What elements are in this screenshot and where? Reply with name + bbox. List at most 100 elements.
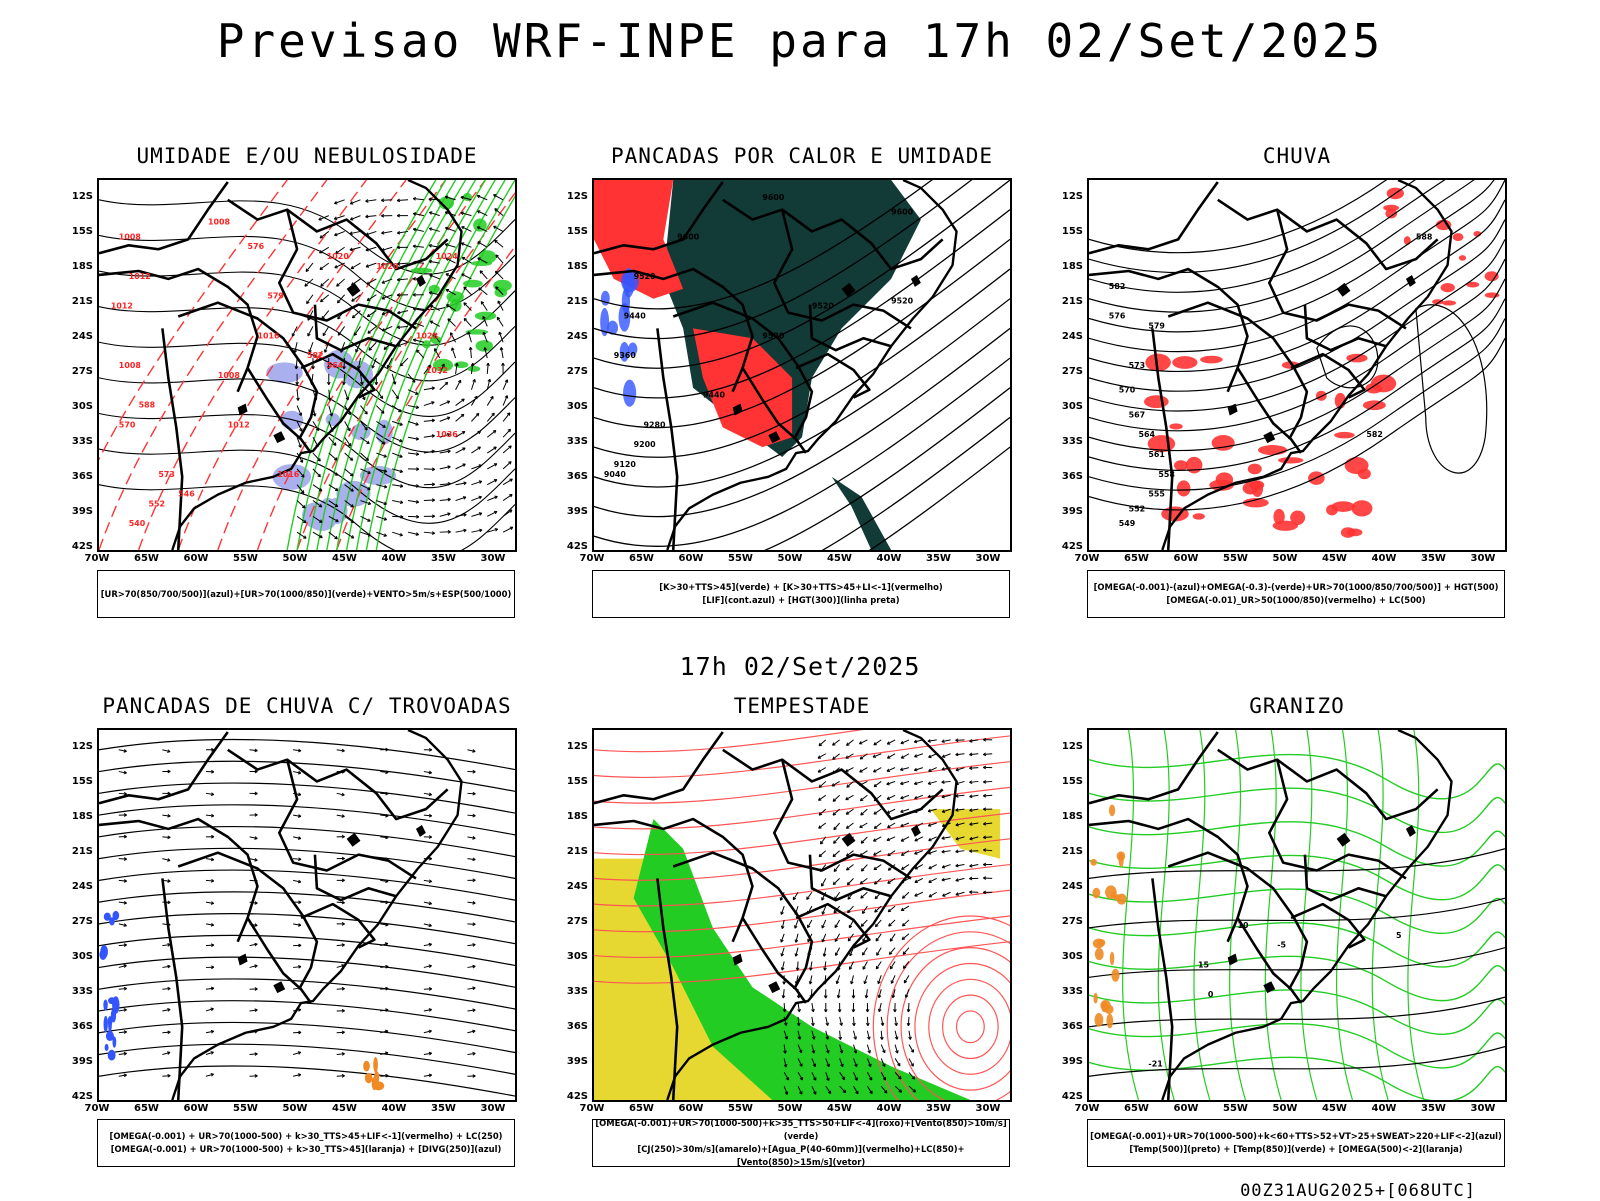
lon-tick-label: 45W bbox=[330, 553, 360, 564]
contour-label: 9120 bbox=[614, 460, 637, 469]
lat-tick-label: 36S bbox=[63, 471, 93, 482]
streamline bbox=[99, 892, 515, 922]
lif-contour bbox=[622, 288, 630, 314]
wind-vector bbox=[503, 413, 510, 422]
divergence-area bbox=[104, 1016, 108, 1033]
lat-tick-label: 33S bbox=[63, 986, 93, 997]
lon-tick-label: 35W bbox=[429, 553, 459, 564]
contour-label: 582 bbox=[1109, 282, 1126, 291]
panel-title: CHUVA bbox=[1027, 144, 1567, 168]
lon-tick-label: 70W bbox=[82, 1103, 112, 1114]
panel-title: PANCADAS DE CHUVA C/ TROVOADAS bbox=[37, 694, 577, 718]
temp-850-line bbox=[1301, 730, 1317, 1100]
rain-area bbox=[1278, 457, 1304, 463]
humidity-low-area bbox=[422, 340, 431, 348]
country-border bbox=[810, 855, 891, 901]
lon-tick-label: 45W bbox=[1320, 553, 1350, 564]
rain-area bbox=[1200, 356, 1223, 364]
humidity-low-area bbox=[468, 366, 481, 372]
lat-tick-label: 39S bbox=[63, 1056, 93, 1067]
omega-area bbox=[1113, 894, 1120, 900]
wind-vector bbox=[323, 326, 329, 335]
lon-tick-label: 35W bbox=[1419, 553, 1449, 564]
lon-tick-label: 60W bbox=[1171, 553, 1201, 564]
lon-tick-label: 65W bbox=[132, 1103, 162, 1114]
lat-tick-label: 18S bbox=[1053, 261, 1083, 272]
wind-vector bbox=[478, 242, 487, 247]
streamline bbox=[99, 1066, 515, 1096]
wind-vector bbox=[847, 878, 853, 884]
contour-label: 1032 bbox=[426, 366, 448, 375]
contour-label: 552 bbox=[1129, 504, 1146, 513]
rain-area bbox=[1404, 236, 1411, 245]
contour-label: 1020 bbox=[376, 262, 399, 271]
rain-area bbox=[1258, 445, 1287, 455]
rain-area bbox=[1371, 375, 1396, 393]
lat-tick-label: 24S bbox=[1053, 881, 1083, 892]
wind-vector bbox=[496, 255, 503, 263]
wind-vector bbox=[503, 429, 510, 437]
streamline bbox=[99, 870, 515, 900]
rain-area bbox=[1334, 432, 1355, 438]
rain-area bbox=[1144, 395, 1169, 408]
divergence-area bbox=[111, 1008, 116, 1022]
lon-tick-label: 45W bbox=[1320, 1103, 1350, 1114]
legend-line: [LIF](cont.azul) + [HGT(300)](linha pret… bbox=[593, 594, 1009, 607]
rain-area bbox=[1485, 271, 1499, 281]
lat-tick-label: 27S bbox=[1053, 366, 1083, 377]
lat-tick-label: 39S bbox=[1053, 506, 1083, 517]
lon-tick-label: 55W bbox=[231, 553, 261, 564]
cyclone-contour bbox=[957, 1011, 985, 1043]
lake-shape bbox=[238, 954, 248, 966]
omega-area bbox=[1100, 1000, 1110, 1011]
streamline bbox=[99, 827, 515, 857]
lon-tick-label: 50W bbox=[775, 1103, 805, 1114]
lat-tick-label: 39S bbox=[558, 506, 588, 517]
rain-area bbox=[1273, 521, 1298, 531]
wind-vector bbox=[471, 413, 478, 421]
wind-vector bbox=[503, 494, 512, 500]
lat-tick-label: 39S bbox=[63, 506, 93, 517]
wind-vector bbox=[464, 318, 471, 326]
wind-vector bbox=[337, 295, 344, 303]
omega-area bbox=[1093, 993, 1097, 1004]
cyclone-contour bbox=[901, 948, 1010, 1100]
lake-shape bbox=[1228, 954, 1238, 966]
wind-vector bbox=[487, 396, 493, 405]
legend-granizo: [OMEGA(-0.001)+UR>70(1000-500)+k<60+TTS>… bbox=[1087, 1119, 1505, 1167]
lat-tick-label: 33S bbox=[1053, 436, 1083, 447]
lon-tick-label: 30W bbox=[478, 1103, 508, 1114]
wind-vector bbox=[834, 823, 840, 830]
legend-line: [OMEGA(-0.001) + UR>70(1000-500) + k>30_… bbox=[98, 1130, 514, 1143]
contour-label: 9520 bbox=[812, 302, 835, 311]
lat-tick-label: 24S bbox=[558, 331, 588, 342]
lat-tick-label: 27S bbox=[558, 916, 588, 927]
lat-tick-label: 15S bbox=[558, 226, 588, 237]
contour-label: 9520 bbox=[891, 297, 914, 306]
legend-trovoadas: [OMEGA(-0.001) + UR>70(1000-500) + k>30_… bbox=[97, 1119, 515, 1167]
humidity-low-area bbox=[471, 261, 492, 266]
lon-tick-label: 45W bbox=[825, 553, 855, 564]
wind-vector bbox=[495, 271, 503, 279]
lat-tick-label: 33S bbox=[1053, 986, 1083, 997]
rain-area bbox=[1351, 500, 1372, 516]
rain-area bbox=[1172, 356, 1197, 369]
legend-line: [OMEGA(-0.001)+UR>70(1000-500)+k<60+TTS>… bbox=[1088, 1130, 1504, 1143]
rain-area bbox=[1248, 464, 1262, 475]
wind-vector bbox=[337, 279, 345, 286]
legend-chuva: [OMEGA(-0.001)-(azul)+OMEGA(-0.3)-(verde… bbox=[1087, 570, 1505, 618]
wind-vector bbox=[902, 920, 909, 926]
lat-tick-label: 39S bbox=[558, 1056, 588, 1067]
lon-tick-label: 65W bbox=[627, 553, 657, 564]
country-border bbox=[594, 732, 723, 803]
lat-tick-label: 33S bbox=[558, 986, 588, 997]
forecast-time-label: 17h 02/Set/2025 bbox=[0, 652, 1600, 681]
legend-pancadas: [K>30+TTS>45](verde) + [K>30+TTS>45+LI<-… bbox=[592, 570, 1010, 618]
